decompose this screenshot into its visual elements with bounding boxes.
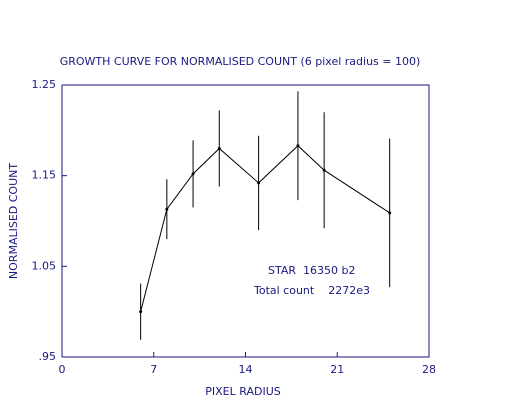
- y-tick-label: .95: [39, 350, 57, 363]
- y-tick-label: 1.25: [32, 78, 57, 91]
- plot-frame: [61, 84, 430, 358]
- data-point: [296, 144, 300, 148]
- chart-title: GROWTH CURVE FOR NORMALISED COUNT (6 pix…: [60, 55, 421, 68]
- data-point: [257, 181, 261, 185]
- x-tick-label: 14: [239, 363, 253, 376]
- x-tick-label: 7: [150, 363, 157, 376]
- data-point: [217, 146, 221, 150]
- y-axis-label: NORMALISED COUNT: [7, 163, 20, 279]
- y-tick-label: 1.15: [32, 169, 57, 182]
- data-point: [139, 310, 143, 314]
- x-axis-label: PIXEL RADIUS: [205, 385, 280, 398]
- y-tick-label: 1.05: [32, 259, 57, 272]
- data-point: [388, 211, 392, 215]
- data-point: [322, 168, 326, 172]
- data-point: [165, 207, 169, 211]
- annotation: STAR 16350 b2: [268, 264, 355, 277]
- data-line: [140, 145, 390, 312]
- x-tick-label: 28: [422, 363, 436, 376]
- x-tick-label: 21: [330, 363, 344, 376]
- data-point: [191, 172, 195, 176]
- annotation: Total count 2272e3: [253, 284, 370, 297]
- x-tick-label: 0: [59, 363, 66, 376]
